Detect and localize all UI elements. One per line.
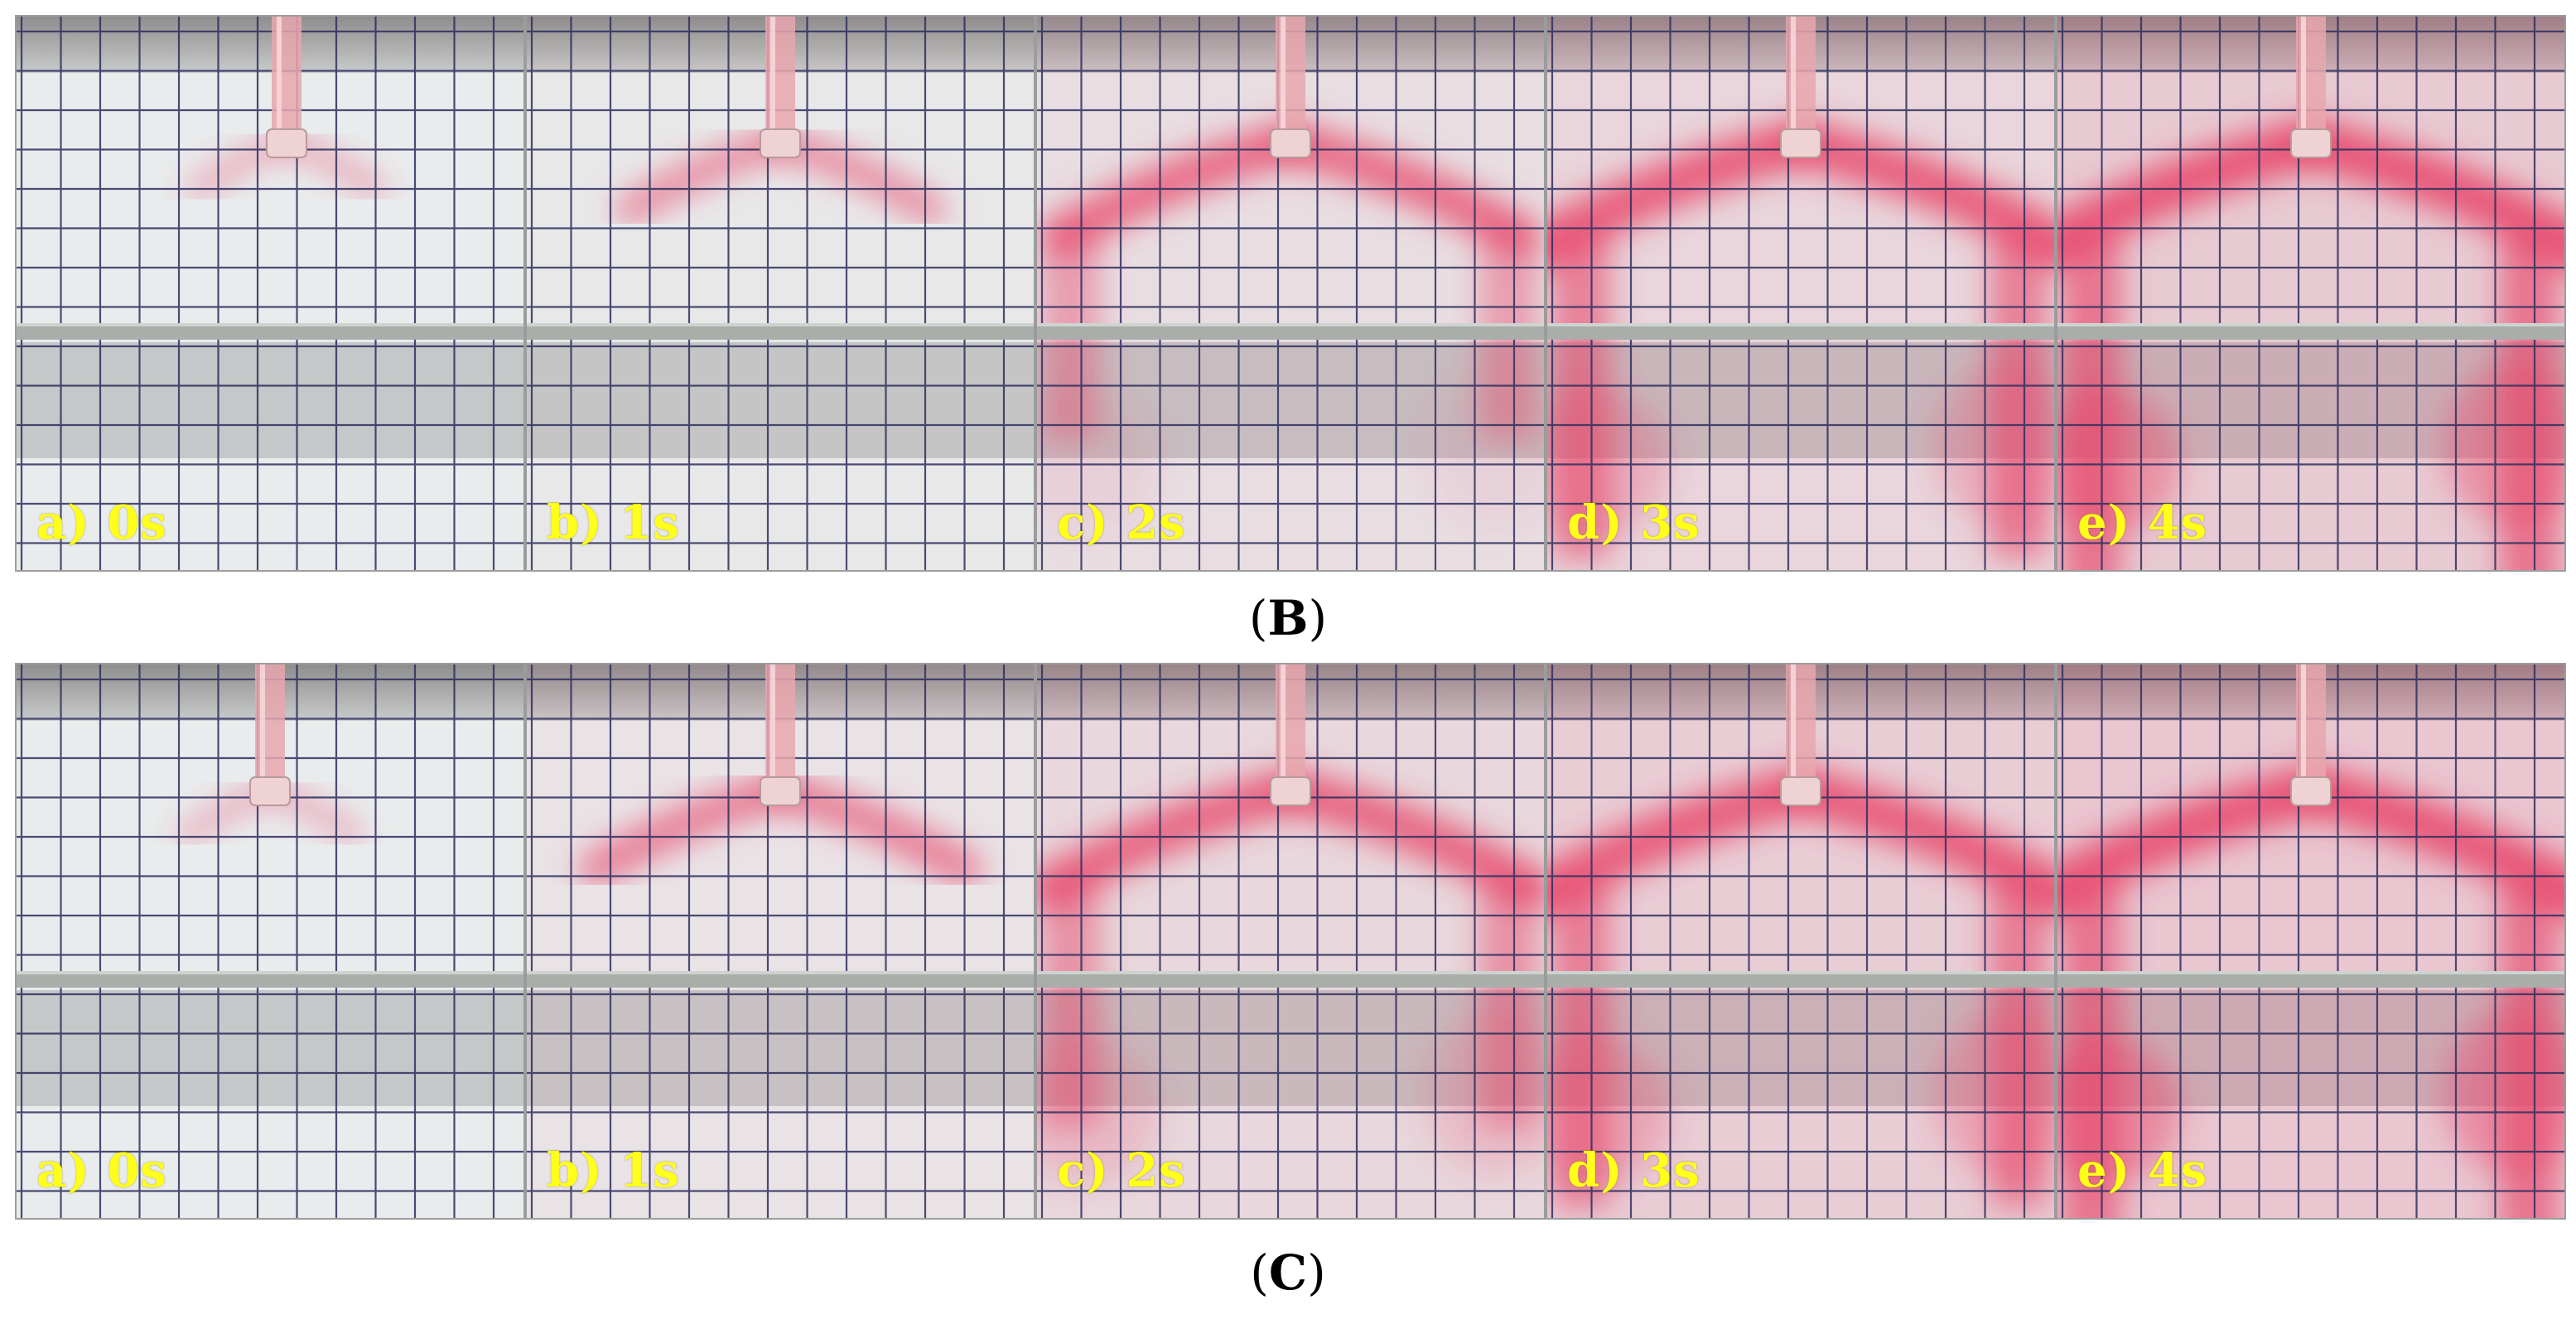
tank-photo bbox=[525, 15, 1035, 572]
tank-photo bbox=[1546, 15, 2056, 572]
panel-time-label: d) 3s bbox=[1567, 495, 1700, 550]
tank-photo bbox=[15, 663, 525, 1220]
tank-photo bbox=[1035, 663, 1546, 1220]
caption-b-letter: B bbox=[1267, 590, 1309, 646]
photo-panel: d) 3s bbox=[1546, 15, 2056, 572]
panel-time-label: b) 1s bbox=[547, 495, 680, 550]
photo-panel: c) 2s bbox=[1035, 663, 1546, 1220]
figure-row-c: a) 0s b) 1s c) 2s d) 3s e) 4s bbox=[15, 663, 2568, 1220]
photo-panel: b) 1s bbox=[525, 15, 1035, 572]
tank-photo bbox=[1546, 663, 2056, 1220]
photo-panel: a) 0s bbox=[15, 663, 525, 1220]
caption-c-letter: C bbox=[1268, 1244, 1308, 1301]
caption-b-close: ) bbox=[1308, 590, 1328, 646]
photo-panel: a) 0s bbox=[15, 15, 525, 572]
panel-time-label: c) 2s bbox=[1057, 495, 1186, 550]
photo-panel: c) 2s bbox=[1035, 15, 1546, 572]
figure-row-b: a) 0s b) 1s c) 2s d) 3s e) 4s bbox=[15, 15, 2568, 572]
tank-photo bbox=[525, 663, 1035, 1220]
panel-time-label: a) 0s bbox=[36, 495, 167, 550]
panel-time-label: c) 2s bbox=[1057, 1143, 1186, 1198]
panel-time-label: e) 4s bbox=[2077, 1143, 2208, 1198]
tank-photo bbox=[1035, 15, 1546, 572]
panel-time-label: e) 4s bbox=[2077, 495, 2208, 550]
tank-photo bbox=[15, 15, 525, 572]
panel-time-label: b) 1s bbox=[547, 1143, 680, 1198]
caption-b: (B) bbox=[0, 590, 2576, 646]
panel-time-label: a) 0s bbox=[36, 1143, 167, 1198]
photo-panel: b) 1s bbox=[525, 663, 1035, 1220]
caption-b-open: ( bbox=[1248, 590, 1268, 646]
caption-c-open: ( bbox=[1250, 1244, 1269, 1301]
photo-panel: e) 4s bbox=[2056, 663, 2566, 1220]
caption-c: (C) bbox=[0, 1244, 2576, 1301]
photo-panel: d) 3s bbox=[1546, 663, 2056, 1220]
tank-photo bbox=[2056, 663, 2566, 1220]
panel-time-label: d) 3s bbox=[1567, 1143, 1700, 1198]
photo-panel: e) 4s bbox=[2056, 15, 2566, 572]
tank-photo bbox=[2056, 15, 2566, 572]
caption-c-close: ) bbox=[1307, 1244, 1326, 1301]
